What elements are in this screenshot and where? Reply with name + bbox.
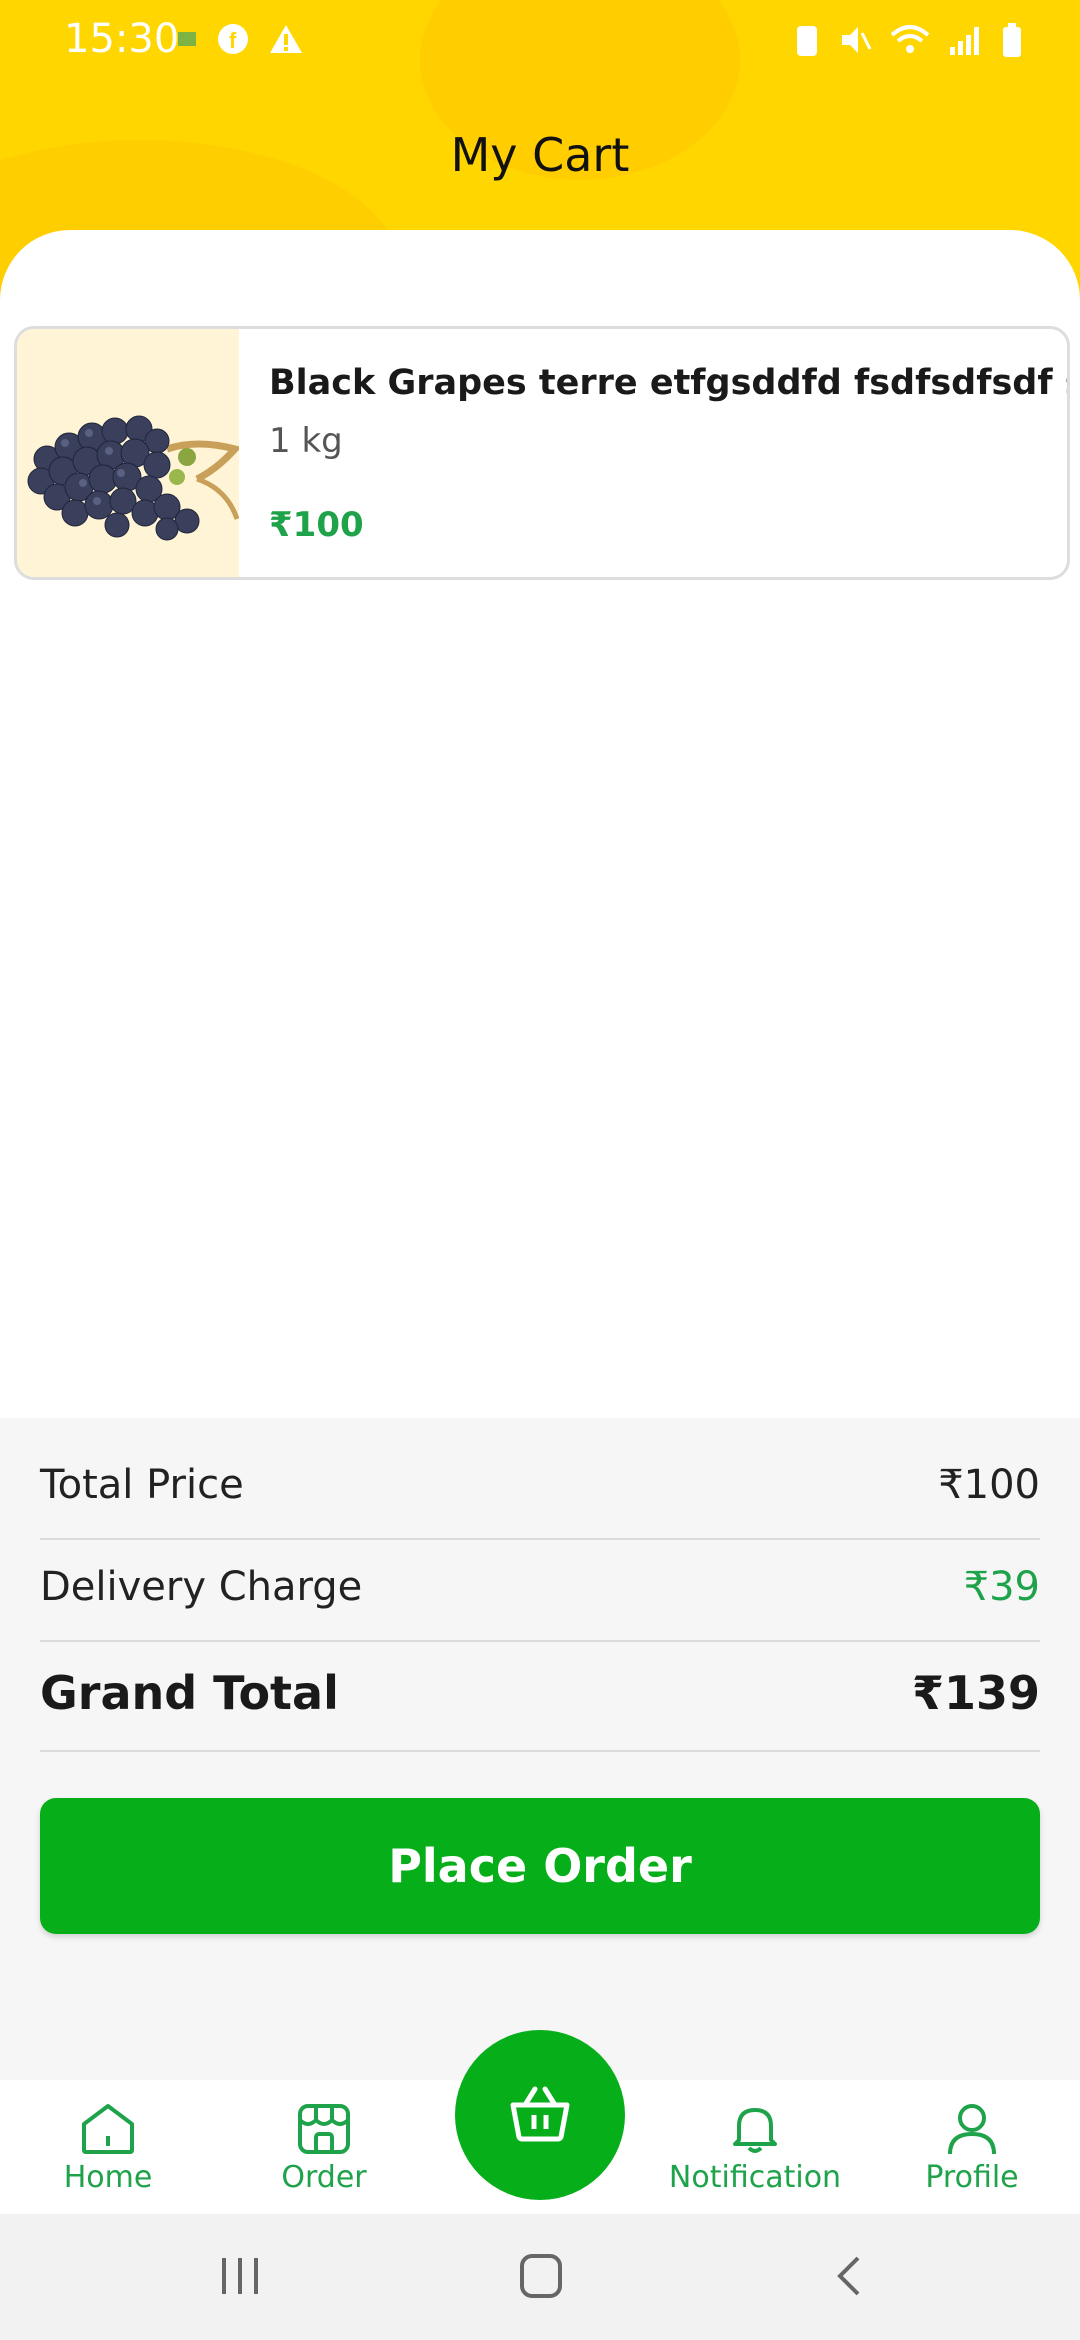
product-quantity: 1 kg	[269, 421, 343, 461]
nav-home-label: Home	[63, 2160, 153, 2195]
delivery-charge-row: Delivery Charge ₹39	[40, 1564, 1040, 1610]
nav-notification-label: Notification	[668, 2160, 842, 2195]
delivery-charge-value: ₹39	[963, 1564, 1040, 1610]
grand-total-label: Grand Total	[40, 1666, 339, 1720]
nav-profile[interactable]: Profile	[872, 2100, 1072, 2195]
total-price-row: Total Price ₹100	[40, 1462, 1040, 1508]
mute-icon	[838, 23, 872, 62]
nav-order[interactable]: Order	[224, 2100, 424, 2195]
total-price-value: ₹100	[938, 1462, 1040, 1508]
product-image	[17, 329, 242, 577]
warning-icon	[268, 22, 304, 61]
bell-icon	[655, 2100, 855, 2156]
svg-text:f: f	[229, 28, 237, 53]
page-title: My Cart	[450, 128, 630, 182]
system-nav-bar	[0, 2214, 1080, 2340]
nav-profile-label: Profile	[925, 2160, 1019, 2195]
grand-total-row: Grand Total ₹139	[40, 1666, 1040, 1720]
user-icon	[872, 2100, 1072, 2156]
delivery-charge-label: Delivery Charge	[40, 1564, 363, 1610]
home-icon	[8, 2100, 208, 2156]
place-order-button[interactable]: Place Order	[40, 1798, 1040, 1934]
wifi-icon	[890, 23, 930, 62]
nav-home[interactable]: Home	[8, 2100, 208, 2195]
grand-total-value: ₹139	[911, 1666, 1040, 1720]
battery-icon	[1000, 22, 1024, 63]
nav-notification[interactable]: Notification	[655, 2100, 855, 2195]
divider	[40, 1640, 1040, 1642]
product-name: Black Grapes terre etfgsddfd fsdfsdfsdf …	[269, 363, 1070, 403]
back-icon[interactable]	[828, 2252, 868, 2305]
nav-order-label: Order	[281, 2160, 367, 2195]
cart-fab-button[interactable]	[455, 2030, 625, 2200]
status-bar: 15:30 f	[0, 0, 1080, 80]
status-time: 15:30	[64, 16, 180, 62]
divider	[40, 1538, 1040, 1540]
product-price: ₹100	[269, 505, 364, 545]
facebook-icon: f	[216, 22, 250, 61]
order-summary: Total Price ₹100 Delivery Charge ₹39 Gra…	[0, 1418, 1080, 2080]
battery-saver-icon	[794, 22, 820, 63]
basket-icon	[507, 2083, 573, 2148]
home-nav-icon[interactable]	[518, 2252, 564, 2305]
divider	[40, 1750, 1040, 1752]
total-price-label: Total Price	[40, 1462, 244, 1508]
cart-item[interactable]: Black Grapes terre etfgsddfd fsdfsdfsdf …	[14, 326, 1070, 580]
signal-icon	[948, 23, 982, 62]
app-notification-icon	[176, 28, 198, 55]
store-icon	[224, 2100, 424, 2156]
recent-apps-icon[interactable]	[218, 2252, 262, 2305]
